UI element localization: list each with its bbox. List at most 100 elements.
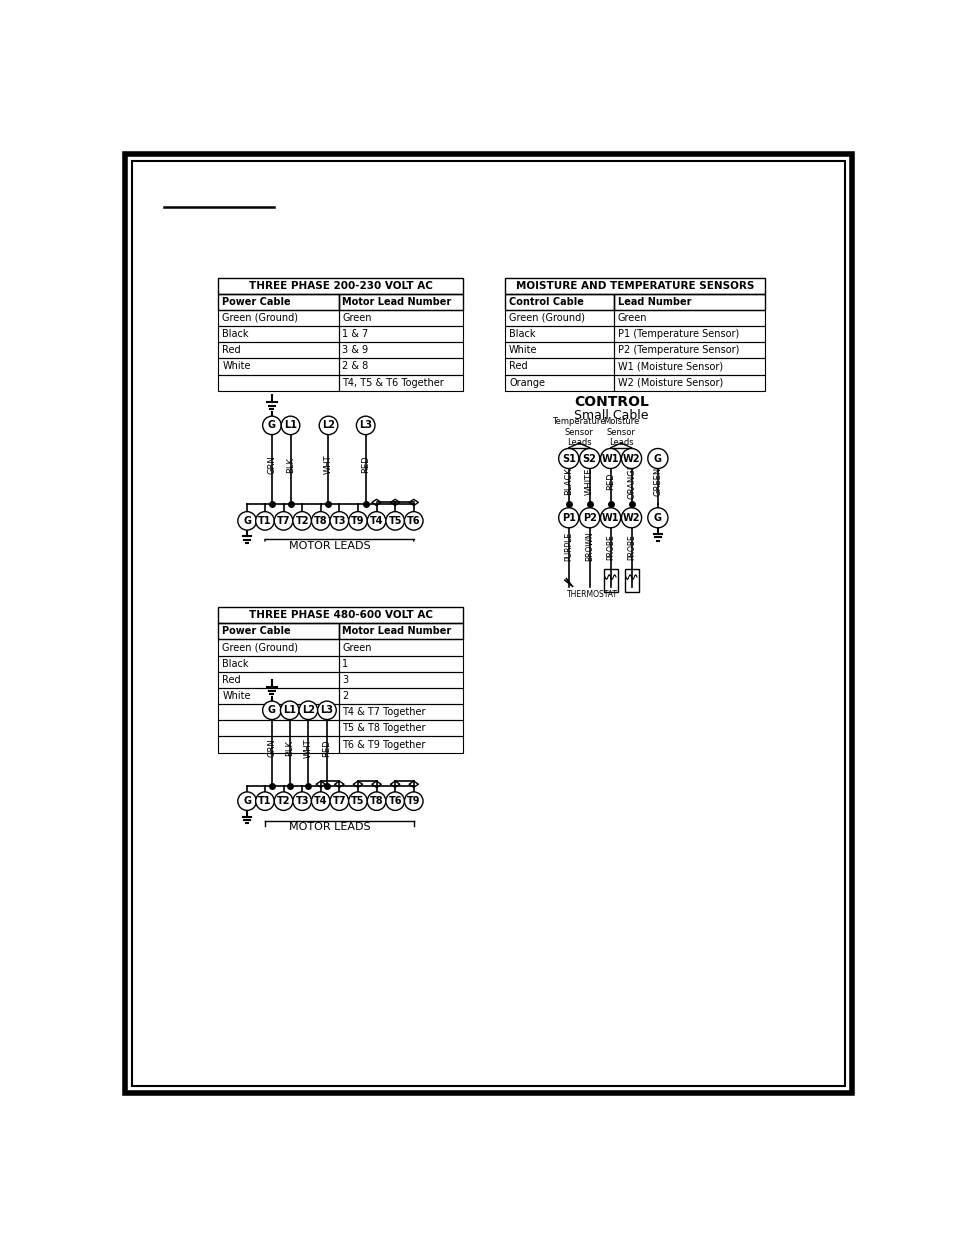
Text: T5: T5 [351,797,364,806]
Text: L1: L1 [283,705,296,715]
Text: T6 & T9 Together: T6 & T9 Together [342,740,425,750]
Bar [218,294,338,310]
Circle shape [330,792,348,810]
Text: P1: P1 [561,513,575,522]
Text: Red: Red [222,346,241,356]
Text: MOTOR LEADS: MOTOR LEADS [289,823,371,832]
Circle shape [298,701,317,720]
Text: GREEN: GREEN [653,467,661,495]
Text: G: G [653,453,661,463]
Text: W2 (Moisture Sensor): W2 (Moisture Sensor) [617,378,722,388]
Bar [505,358,613,374]
Text: Green (Ground): Green (Ground) [509,312,584,324]
Text: White: White [222,692,251,701]
Text: GRN: GRN [267,739,276,757]
Circle shape [620,448,641,468]
Text: RED: RED [322,740,331,757]
Circle shape [599,448,620,468]
Text: WHITE: WHITE [584,468,594,495]
Bar [613,342,764,358]
Text: T4: T4 [370,516,383,526]
Text: THREE PHASE 480-600 VOLT AC: THREE PHASE 480-600 VOLT AC [248,610,432,620]
Text: Power Cable: Power Cable [222,296,291,306]
Bar [613,294,764,310]
Circle shape [579,448,599,468]
Circle shape [280,701,298,720]
Text: Green (Ground): Green (Ground) [222,642,298,652]
Text: BROWN: BROWN [584,532,594,562]
Circle shape [293,792,311,810]
Circle shape [255,511,274,530]
Text: T2: T2 [276,797,290,806]
Text: BLACK: BLACK [563,467,573,495]
Circle shape [558,448,578,468]
Bar [338,704,462,720]
Text: Green: Green [342,312,372,324]
Text: BLK: BLK [286,457,294,473]
Bar [505,342,613,358]
Bar [218,374,338,390]
Bar [218,278,462,294]
Text: RED: RED [361,456,370,473]
Text: Red: Red [509,362,527,372]
Text: L3: L3 [320,705,334,715]
Bar [338,310,462,326]
Text: T8: T8 [370,797,383,806]
Text: T2: T2 [295,516,309,526]
Circle shape [348,511,367,530]
Circle shape [367,792,385,810]
Bar [218,720,338,736]
Bar [338,736,462,752]
Text: T4 & T7 Together: T4 & T7 Together [342,708,425,718]
Circle shape [330,511,348,530]
Bar [218,608,462,624]
Text: PURPLE: PURPLE [563,532,573,561]
Circle shape [647,448,667,468]
Bar [613,374,764,390]
Bar [505,278,764,294]
Circle shape [385,792,404,810]
Bar [218,310,338,326]
Text: Control Cable: Control Cable [509,296,583,306]
Circle shape [262,701,281,720]
Text: Orange: Orange [509,378,544,388]
Text: T3: T3 [295,797,309,806]
Text: THREE PHASE 200-230 VOLT AC: THREE PHASE 200-230 VOLT AC [249,280,432,290]
Bar [338,688,462,704]
Circle shape [558,508,578,527]
Bar [338,720,462,736]
Text: G: G [268,705,275,715]
Bar [505,326,613,342]
Bar [338,326,462,342]
Text: T6: T6 [388,797,401,806]
Text: Lead Number: Lead Number [617,296,690,306]
Bar [218,704,338,720]
Text: RED: RED [605,473,615,490]
Circle shape [579,508,599,527]
Circle shape [404,792,422,810]
Bar [218,342,338,358]
Circle shape [317,701,335,720]
Bar [338,656,462,672]
Bar [338,624,462,640]
Text: White: White [509,346,537,356]
Bar [603,569,617,593]
Bar [218,736,338,752]
Bar [624,569,638,593]
Text: 2: 2 [342,692,349,701]
Text: L3: L3 [359,420,372,431]
Bar [338,342,462,358]
Text: Power Cable: Power Cable [222,626,291,636]
Bar [218,688,338,704]
Text: S2: S2 [582,453,596,463]
Bar [505,294,613,310]
Text: Green: Green [342,642,372,652]
Text: 1 & 7: 1 & 7 [342,330,368,340]
Bar [613,310,764,326]
Text: White: White [222,362,251,372]
Bar [338,294,462,310]
Bar [218,640,338,656]
Bar [218,624,338,640]
Circle shape [620,508,641,527]
Circle shape [237,511,256,530]
